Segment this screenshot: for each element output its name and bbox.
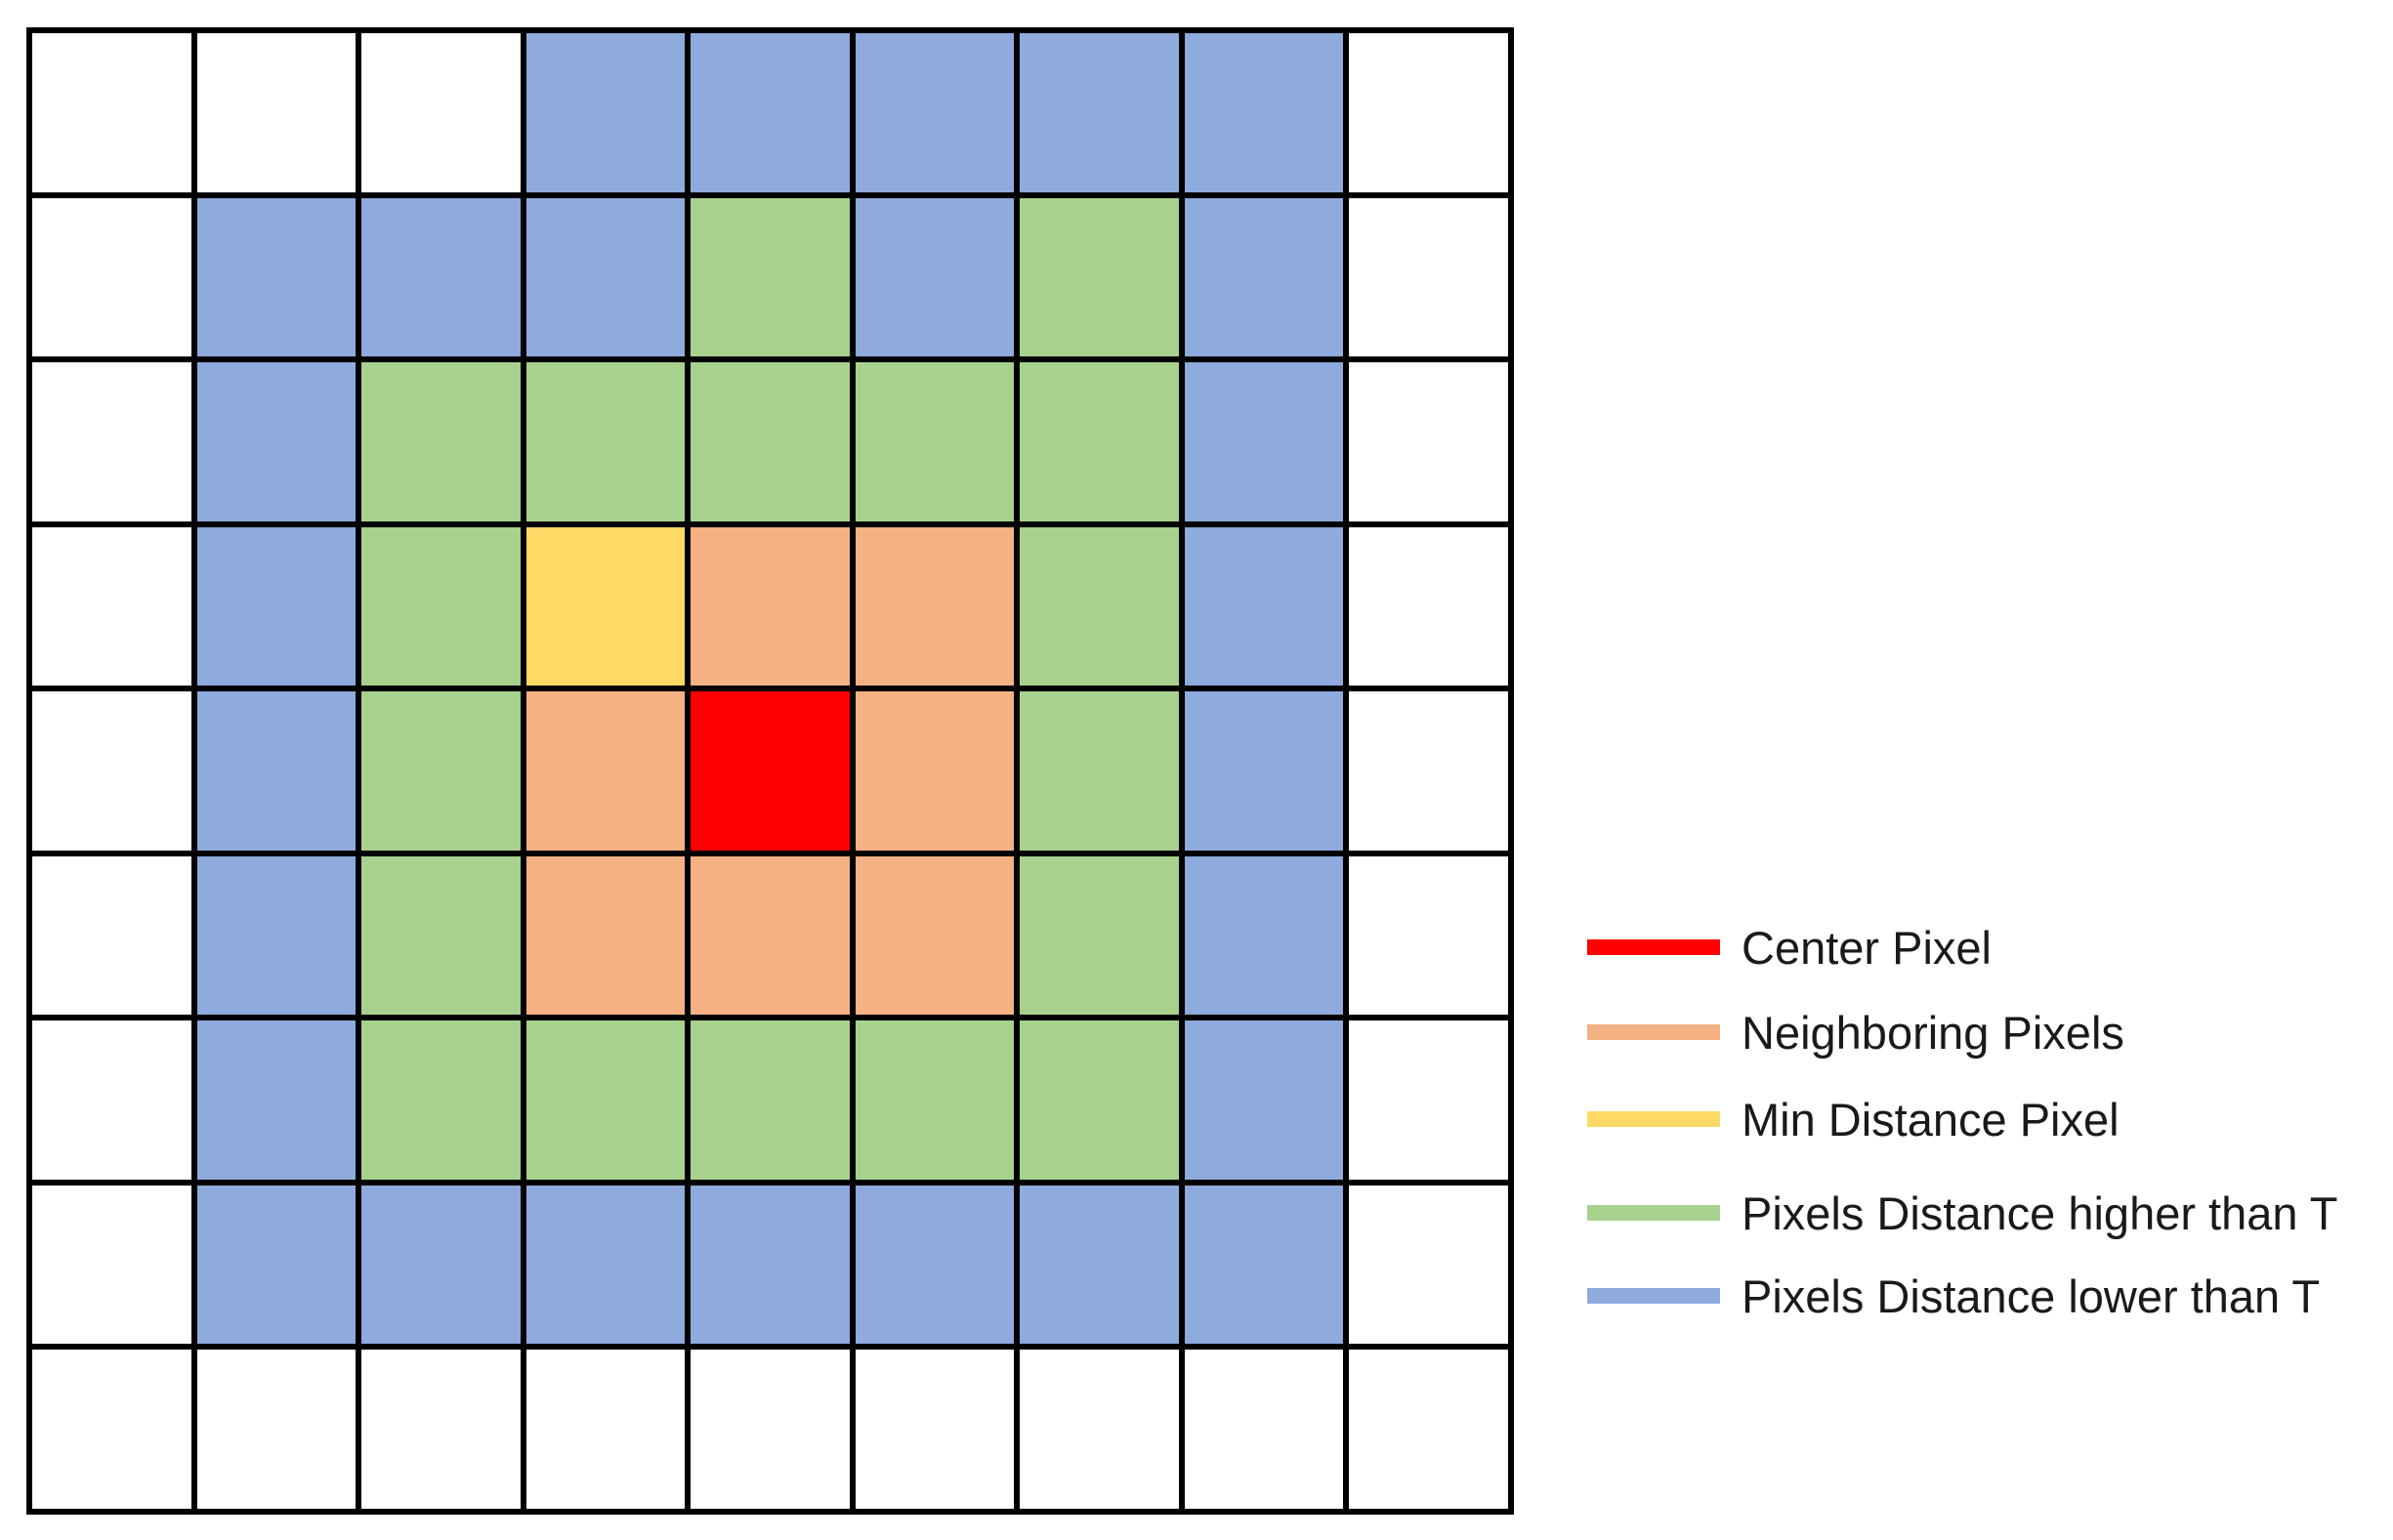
grid-cell-green — [361, 855, 521, 1016]
legend-item-distance-lower: Pixels Distance lower than T — [1587, 1267, 2320, 1325]
grid-cell-blue — [1184, 526, 1344, 687]
grid-cell-blue — [1184, 362, 1344, 521]
legend-label: Pixels Distance higher than T — [1742, 1186, 2338, 1239]
grid-cell-white — [361, 1350, 521, 1509]
legend-label: Neighboring Pixels — [1742, 1006, 2124, 1059]
grid-cell-white — [1349, 691, 1508, 851]
grid-cell-white — [32, 33, 191, 192]
grid-cell-blue — [1184, 197, 1344, 357]
grid-cell-yellow — [525, 526, 686, 687]
grid-cell-green — [691, 1020, 850, 1180]
grid-cell-blue — [361, 1185, 521, 1345]
grid-cell-blue — [196, 1020, 357, 1180]
grid-cell-white — [32, 526, 191, 687]
grid-cell-blue — [196, 855, 357, 1016]
grid-cell-white — [1349, 526, 1508, 687]
grid-cell-blue — [691, 33, 850, 192]
grid-cell-orange — [691, 526, 850, 687]
grid-cell-white — [361, 33, 521, 192]
grid-cell-blue — [361, 197, 521, 357]
grid-cell-blue — [525, 1185, 686, 1345]
grid-cell-white — [32, 855, 191, 1016]
grid-cell-white — [32, 1350, 191, 1509]
grid-cell-white — [1349, 197, 1508, 357]
legend-label: Min Distance Pixel — [1742, 1093, 2120, 1145]
grid-cell-green — [1020, 362, 1179, 521]
grid-cell-blue — [196, 526, 357, 687]
legend-label: Pixels Distance lower than T — [1742, 1269, 2321, 1322]
legend-item-distance-higher: Pixels Distance higher than T — [1587, 1184, 2337, 1242]
grid-cell-blue — [196, 197, 357, 357]
legend-item-neighboring-pixels: Neighboring Pixels — [1587, 1003, 2124, 1061]
grid-cell-white — [32, 1185, 191, 1345]
grid-cell-blue — [1184, 1020, 1344, 1180]
grid-cell-white — [1349, 1185, 1508, 1345]
legend-item-min-distance-pixel: Min Distance Pixel — [1587, 1090, 2120, 1148]
grid-cell-green — [1020, 1020, 1179, 1180]
grid-cell-white — [32, 1020, 191, 1180]
grid-cell-white — [1349, 1020, 1508, 1180]
grid-cell-green — [361, 691, 521, 851]
grid-cell-orange — [855, 855, 1015, 1016]
grid-cell-orange — [855, 526, 1015, 687]
grid-cell-white — [32, 362, 191, 521]
grid-cell-green — [691, 197, 850, 357]
grid-cell-blue — [1184, 1185, 1344, 1345]
grid-cell-green — [361, 362, 521, 521]
legend-label: Center Pixel — [1742, 921, 1992, 974]
grid-cell-blue — [196, 1185, 357, 1345]
grid-cell-white — [196, 33, 357, 192]
grid-cell-blue — [525, 197, 686, 357]
grid-cell-blue — [1184, 855, 1344, 1016]
grid-cell-green — [361, 526, 521, 687]
grid-cell-green — [855, 362, 1015, 521]
grid-cell-orange — [525, 855, 686, 1016]
grid-cell-white — [525, 1350, 686, 1509]
grid-cell-blue — [525, 33, 686, 192]
grid-cell-red — [691, 691, 850, 851]
legend-swatch-orange — [1587, 1024, 1720, 1040]
grid-cell-blue — [1184, 33, 1344, 192]
grid-cell-green — [855, 1020, 1015, 1180]
grid-cell-green — [525, 1020, 686, 1180]
grid-cell-blue — [691, 1185, 850, 1345]
legend-swatch-yellow — [1587, 1111, 1720, 1127]
grid-cell-white — [1020, 1350, 1179, 1509]
grid-cell-green — [1020, 855, 1179, 1016]
grid-cell-green — [1020, 691, 1179, 851]
grid-cell-white — [1349, 1350, 1508, 1509]
grid-cell-orange — [525, 691, 686, 851]
grid-cell-blue — [1184, 691, 1344, 851]
grid-cell-orange — [855, 691, 1015, 851]
grid-cell-green — [1020, 197, 1179, 357]
grid-cell-green — [525, 362, 686, 521]
grid-cell-green — [361, 1020, 521, 1180]
grid-cell-white — [1349, 33, 1508, 192]
grid-cell-white — [1184, 1350, 1344, 1509]
grid-cell-blue — [1020, 1185, 1179, 1345]
grid-cell-white — [1349, 855, 1508, 1016]
legend-swatch-green — [1587, 1205, 1720, 1221]
legend-item-center-pixel: Center Pixel — [1587, 918, 1992, 977]
grid-cell-white — [855, 1350, 1015, 1509]
legend-swatch-red — [1587, 939, 1720, 955]
grid-cell-blue — [855, 197, 1015, 357]
grid-cell-white — [196, 1350, 357, 1509]
grid-cell-white — [32, 197, 191, 357]
legend-swatch-blue — [1587, 1288, 1720, 1304]
grid-cell-orange — [691, 855, 850, 1016]
grid-cell-white — [1349, 362, 1508, 521]
grid-cell-green — [1020, 526, 1179, 687]
pixel-grid — [26, 27, 1514, 1515]
grid-cell-blue — [1020, 33, 1179, 192]
grid-cell-green — [691, 362, 850, 521]
grid-cell-white — [32, 691, 191, 851]
grid-cell-blue — [196, 362, 357, 521]
grid-cell-white — [691, 1350, 850, 1509]
grid-cell-blue — [855, 33, 1015, 192]
grid-cell-blue — [855, 1185, 1015, 1345]
grid-cell-blue — [196, 691, 357, 851]
